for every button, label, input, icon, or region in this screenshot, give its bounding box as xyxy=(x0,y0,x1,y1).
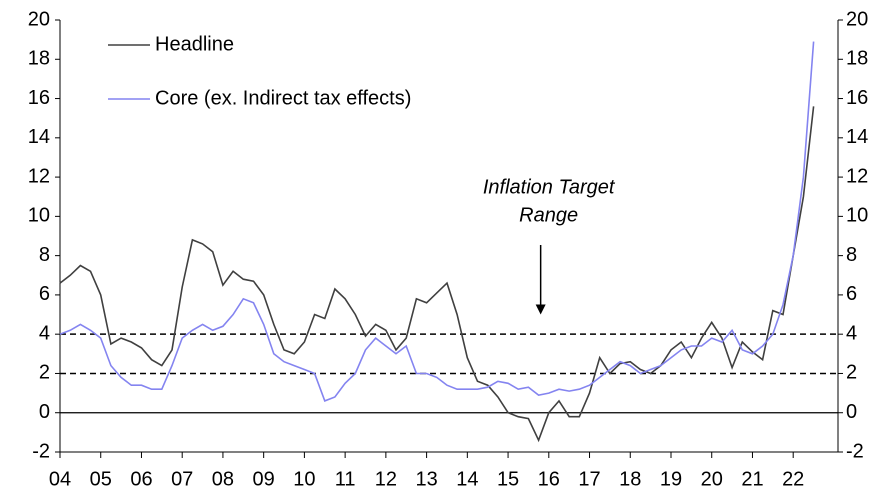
y-tick-label: -2 xyxy=(32,440,50,462)
arrow-head xyxy=(535,304,546,315)
x-tick-label: 06 xyxy=(130,468,152,490)
series-line xyxy=(59,106,815,443)
y-tick-label: 8 xyxy=(39,244,50,266)
x-tick-label: 08 xyxy=(212,468,234,490)
x-tick-label: 07 xyxy=(171,468,193,490)
x-tick-label: 09 xyxy=(253,468,275,490)
x-tick-label: 16 xyxy=(538,468,560,490)
legend-label: Headline xyxy=(155,33,234,55)
x-tick-label: 14 xyxy=(456,468,478,490)
y2-tick-label: 10 xyxy=(846,205,868,227)
y-tick-label: 18 xyxy=(28,48,50,70)
y2-tick-label: 6 xyxy=(846,283,857,305)
y2-tick-label: 2 xyxy=(846,362,857,384)
y-tick-label: 4 xyxy=(39,322,50,344)
x-tick-label: 12 xyxy=(375,468,397,490)
x-tick-label: 17 xyxy=(578,468,600,490)
series-line xyxy=(59,41,815,402)
y-tick-label: 12 xyxy=(28,165,50,187)
x-tick-label: 04 xyxy=(49,468,71,490)
y2-tick-label: 4 xyxy=(846,322,857,344)
y-tick-label: 10 xyxy=(28,205,50,227)
y2-tick-label: 0 xyxy=(846,401,857,423)
x-tick-label: 10 xyxy=(293,468,315,490)
annotation: Inflation Target xyxy=(483,176,616,198)
y2-tick-label: 14 xyxy=(846,126,868,148)
x-tick-label: 20 xyxy=(701,468,723,490)
x-tick-label: 18 xyxy=(619,468,641,490)
x-tick-label: 13 xyxy=(415,468,437,490)
x-tick-label: 15 xyxy=(497,468,519,490)
y-tick-label: 2 xyxy=(39,362,50,384)
x-tick-label: 19 xyxy=(660,468,682,490)
y2-tick-label: -2 xyxy=(846,440,864,462)
y-tick-label: 14 xyxy=(28,126,50,148)
y2-tick-label: 18 xyxy=(846,48,868,70)
y-tick-label: 16 xyxy=(28,87,50,109)
x-tick-label: 11 xyxy=(335,468,356,490)
x-tick-label: 05 xyxy=(90,468,112,490)
legend-label: Core (ex. Indirect tax effects) xyxy=(155,87,411,109)
y2-tick-label: 16 xyxy=(846,87,868,109)
y-tick-label: 0 xyxy=(39,401,50,423)
y2-tick-label: 12 xyxy=(846,165,868,187)
y-tick-label: 20 xyxy=(28,8,50,30)
y2-tick-label: 8 xyxy=(846,244,857,266)
y2-tick-label: 20 xyxy=(846,8,868,30)
x-tick-label: 21 xyxy=(741,468,763,490)
x-tick-label: 22 xyxy=(782,468,804,490)
y-tick-label: 6 xyxy=(39,283,50,305)
annotation: Range xyxy=(519,204,578,226)
